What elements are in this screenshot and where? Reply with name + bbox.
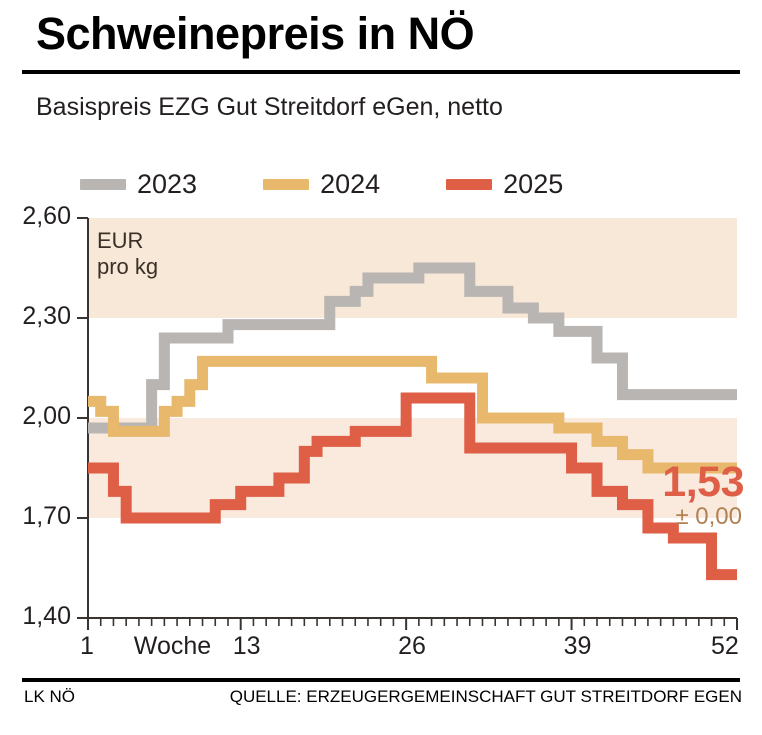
current-value-label: 1,53 <box>662 458 744 506</box>
page-subtitle: Basispreis EZG Gut Streitdorf eGen, nett… <box>36 93 503 121</box>
series-line-2024 <box>88 355 737 474</box>
legend-label-2025: 2025 <box>503 169 564 199</box>
y-axis-tick-label: 2,60 <box>22 202 71 230</box>
axis-unit-label: EUR pro kg <box>97 228 158 280</box>
x-axis-tick-label: 39 <box>563 632 592 660</box>
series-line-2025 <box>88 392 737 581</box>
y-axis-tick-label: 2,30 <box>22 302 71 330</box>
chart-legend: 2023 2024 2025 <box>80 171 629 198</box>
legend-item-2023[interactable]: 2023 <box>80 171 197 198</box>
title-divider <box>22 70 740 74</box>
x-axis-tick-label: 26 <box>398 632 426 660</box>
y-axis-tick-label: 2,00 <box>22 402 71 430</box>
x-axis-tick-label: 13 <box>232 632 261 660</box>
y-axis-tick-label: 1,40 <box>22 602 71 630</box>
x-axis-title: Woche <box>133 632 212 660</box>
legend-label-2024: 2024 <box>320 169 381 199</box>
legend-item-2024[interactable]: 2024 <box>263 171 380 198</box>
legend-item-2025[interactable]: 2025 <box>446 171 563 198</box>
shaded-band-0 <box>88 218 737 318</box>
x-axis-tick-label: 52 <box>711 632 739 660</box>
footer-source: QUELLE: ERZEUGERGEMEINSCHAFT GUT STREITD… <box>229 687 742 706</box>
footer-publisher: LK NÖ <box>24 687 76 706</box>
y-axis-tick-label: 1,70 <box>22 502 71 530</box>
axis-unit-line2: pro kg <box>97 253 159 279</box>
series-line-2023 <box>88 262 737 434</box>
legend-swatch-2024 <box>263 179 310 190</box>
page-title: Schweinepreis in NÖ <box>36 8 475 59</box>
x-axis-tick-label: 1 <box>80 632 94 660</box>
footer-divider <box>22 678 740 682</box>
legend-label-2023: 2023 <box>137 169 198 199</box>
axis-unit-line1: EUR <box>97 228 144 253</box>
legend-swatch-2023 <box>80 179 126 190</box>
value-change-label: ± 0,00 <box>675 503 742 530</box>
legend-swatch-2025 <box>446 179 493 190</box>
